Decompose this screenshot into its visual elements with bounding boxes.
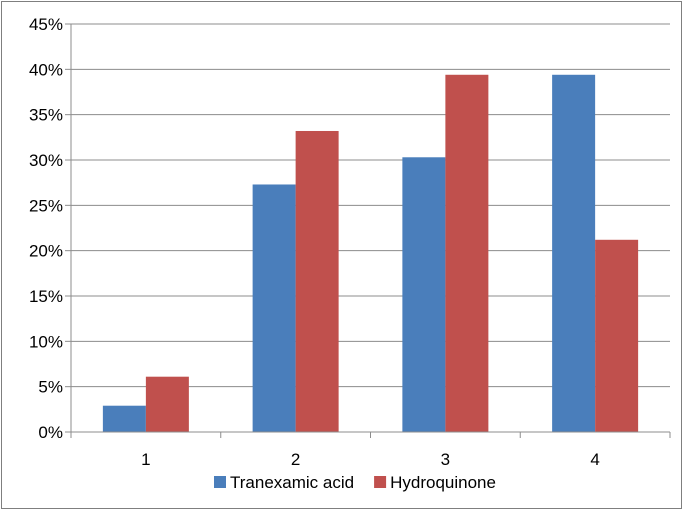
legend-swatch-tranexamic-acid bbox=[214, 476, 226, 488]
y-tick-label: 40% bbox=[29, 60, 63, 79]
x-tick-label: 3 bbox=[441, 450, 450, 469]
x-tick-label: 2 bbox=[291, 450, 300, 469]
y-tick-label: 45% bbox=[29, 15, 63, 34]
bar-tranexamic-acid-2 bbox=[252, 184, 296, 432]
y-tick-label: 35% bbox=[29, 106, 63, 125]
bar-hydroquinone-2 bbox=[295, 130, 339, 432]
y-tick-label: 20% bbox=[29, 242, 63, 261]
legend: Tranexamic acid Hydroquinone bbox=[214, 473, 496, 492]
bar-hydroquinone-4 bbox=[595, 239, 639, 432]
y-tick-label: 5% bbox=[38, 378, 63, 397]
y-tick-label: 25% bbox=[29, 196, 63, 215]
x-tick-label: 4 bbox=[590, 450, 599, 469]
bar-tranexamic-acid-4 bbox=[552, 74, 596, 433]
legend-swatch-hydroquinone bbox=[374, 476, 387, 488]
bar-tranexamic-acid-3 bbox=[402, 157, 446, 432]
y-tick-labels: 0% 5% 10% 15% 20% 25% 30% 35% 40% 45% bbox=[29, 15, 63, 442]
bar-hydroquinone-1 bbox=[145, 376, 189, 432]
bars bbox=[102, 74, 639, 433]
x-tick-label: 1 bbox=[141, 450, 150, 469]
bar-hydroquinone-3 bbox=[445, 74, 489, 433]
y-tick-label: 30% bbox=[29, 151, 63, 170]
bar-tranexamic-acid-1 bbox=[102, 405, 146, 432]
y-tick-label: 10% bbox=[29, 332, 63, 351]
legend-label-tranexamic-acid: Tranexamic acid bbox=[230, 473, 354, 492]
y-tick-label: 15% bbox=[29, 287, 63, 306]
legend-label-hydroquinone: Hydroquinone bbox=[390, 473, 496, 492]
x-tick-labels: 1 2 3 4 bbox=[141, 450, 600, 469]
axes bbox=[65, 23, 671, 438]
y-tick-label: 0% bbox=[38, 423, 63, 442]
